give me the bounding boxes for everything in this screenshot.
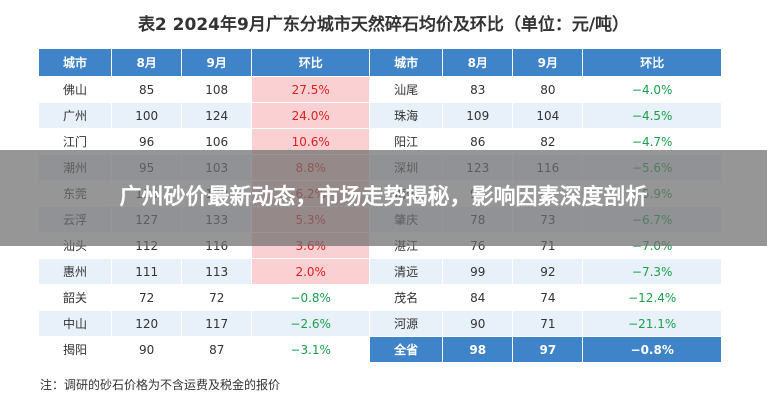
cell: 90 xyxy=(442,310,514,337)
cell: 97 xyxy=(512,336,584,363)
header-cell: 环比 xyxy=(582,48,722,77)
cell: −7.3% xyxy=(582,258,722,285)
cell: −2.6% xyxy=(251,310,371,337)
banner: 广州砂价最新动态，市场走势揭秘，影响因素深度剖析 xyxy=(0,150,767,246)
cell: 87 xyxy=(181,336,253,363)
header-cell: 9月 xyxy=(181,48,253,77)
cell: 71 xyxy=(512,310,584,337)
cell: −12.4% xyxy=(582,284,722,311)
cell: 汕尾 xyxy=(369,76,444,103)
cell: 72 xyxy=(181,284,253,311)
cell: −4.0% xyxy=(582,76,722,103)
cell: −0.8% xyxy=(582,336,722,363)
cell: 124 xyxy=(181,102,253,129)
banner-text: 广州砂价最新动态，市场走势揭秘，影响因素深度剖析 xyxy=(119,185,648,210)
header-cell: 8月 xyxy=(111,48,183,77)
cell: 72 xyxy=(111,284,183,311)
cell: 2.0% xyxy=(251,258,371,285)
cell: 广州 xyxy=(37,102,113,129)
cell: 85 xyxy=(111,76,183,103)
table-row: 惠州 111 113 2.0% 清远 99 92 −7.3% xyxy=(37,258,722,285)
cell: −21.1% xyxy=(582,310,722,337)
cell: 80 xyxy=(512,76,584,103)
cell: 109 xyxy=(442,102,514,129)
table-row: 广州 100 124 24.0% 珠海 109 104 −4.5% xyxy=(37,102,722,129)
cell: 111 xyxy=(111,258,183,285)
cell: 117 xyxy=(181,310,253,337)
header-cell: 城市 xyxy=(369,48,444,77)
cell: −4.5% xyxy=(582,102,722,129)
cell: 清远 xyxy=(369,258,444,285)
cell: 河源 xyxy=(369,310,444,337)
cell: 84 xyxy=(442,284,514,311)
cell: 韶关 xyxy=(37,284,113,311)
cell: 120 xyxy=(111,310,183,337)
cell: 100 xyxy=(111,102,183,129)
cell: 茂名 xyxy=(369,284,444,311)
cell: 83 xyxy=(442,76,514,103)
header-row: 城市 8月 9月 环比 城市 8月 9月 环比 xyxy=(37,48,722,77)
cell: 惠州 xyxy=(37,258,113,285)
cell: 揭阳 xyxy=(37,336,113,363)
cell: 74 xyxy=(512,284,584,311)
cell: 108 xyxy=(181,76,253,103)
cell: 中山 xyxy=(37,310,113,337)
header-cell: 环比 xyxy=(251,48,371,77)
cell: 全省 xyxy=(369,336,444,363)
cell: −3.1% xyxy=(251,336,371,363)
cell: 24.0% xyxy=(251,102,371,129)
table-row: 揭阳 90 87 −3.1% 全省 98 97 −0.8% xyxy=(37,336,722,363)
cell: 99 xyxy=(442,258,514,285)
title: 表2 2024年9月广东分城市天然碎石均价及环比（单位：元/吨） xyxy=(137,15,630,35)
cell: 27.5% xyxy=(251,76,371,103)
cell: 113 xyxy=(181,258,253,285)
cell: 104 xyxy=(512,102,584,129)
header-cell: 8月 xyxy=(442,48,514,77)
cell: 佛山 xyxy=(37,76,113,103)
cell: 98 xyxy=(442,336,514,363)
footnote: 注：调研的砂石价格为不含运费及税金的报价 xyxy=(40,378,281,392)
header-cell: 9月 xyxy=(512,48,584,77)
header-cell: 城市 xyxy=(37,48,113,77)
table-row: 佛山 85 108 27.5% 汕尾 83 80 −4.0% xyxy=(37,76,722,103)
cell: 90 xyxy=(111,336,183,363)
cell: 92 xyxy=(512,258,584,285)
cell: 珠海 xyxy=(369,102,444,129)
cell: −0.8% xyxy=(251,284,371,311)
table-row: 韶关 72 72 −0.8% 茂名 84 74 −12.4% xyxy=(37,284,722,311)
table-row: 中山 120 117 −2.6% 河源 90 71 −21.1% xyxy=(37,310,722,337)
